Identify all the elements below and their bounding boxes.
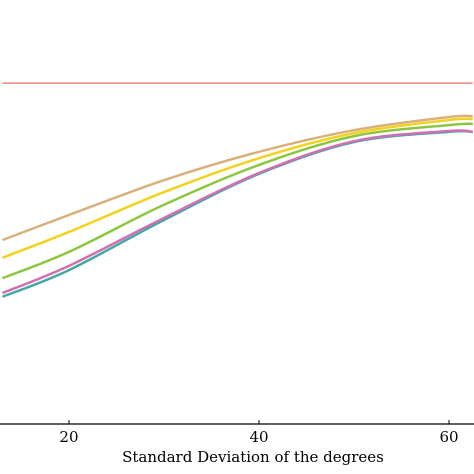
series-line — [2, 122, 473, 280]
x-tick-label: 20 — [59, 428, 78, 446]
x-tick-label: 40 — [249, 428, 268, 446]
series-line — [2, 117, 473, 259]
x-axis-label: Standard Deviation of the degrees — [122, 448, 384, 466]
series-line — [2, 114, 473, 242]
series-line — [1, 129, 473, 295]
x-tick-label: 60 — [439, 428, 458, 446]
